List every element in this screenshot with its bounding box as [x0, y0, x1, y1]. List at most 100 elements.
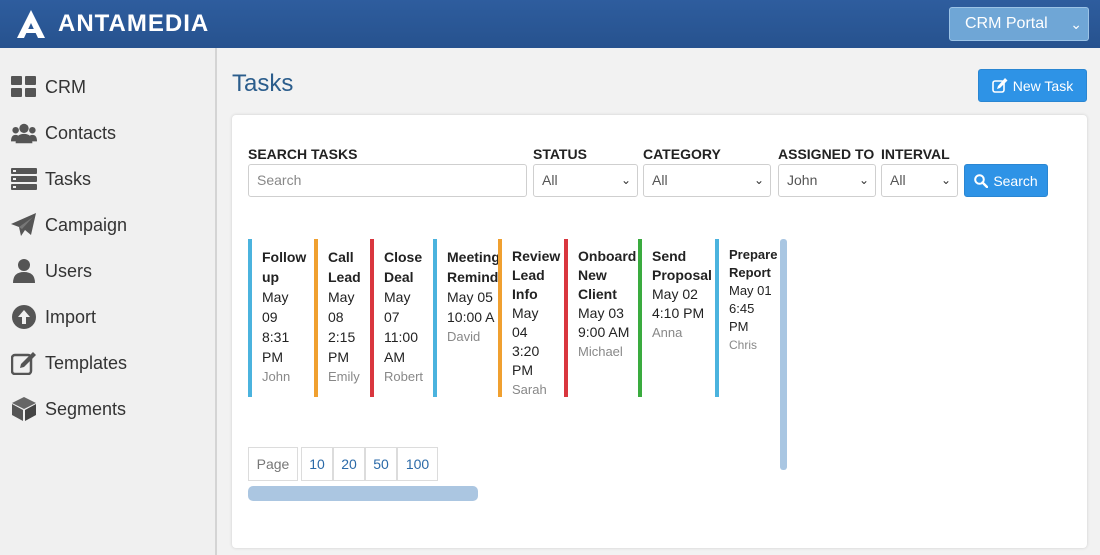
- status-label: STATUS: [533, 146, 587, 162]
- page-size-100[interactable]: 100: [397, 447, 438, 481]
- sidebar-item-label: Contacts: [45, 122, 117, 143]
- task-date-line: 8:31: [262, 329, 290, 345]
- task-title-line: Review: [512, 248, 561, 264]
- sidebar-item-templates[interactable]: Templates: [0, 340, 215, 386]
- new-task-button[interactable]: New Task: [978, 69, 1087, 102]
- task-title: Prepare Report: [729, 246, 778, 282]
- interval-select[interactable]: All ⌄: [881, 164, 958, 197]
- task-date-line: 08: [328, 309, 344, 325]
- task-assignee: David: [447, 329, 481, 344]
- task-title-line: Prepare: [729, 247, 778, 262]
- sidebar-item-users[interactable]: Users: [0, 248, 215, 294]
- task-date-line: 10:00 A: [447, 309, 495, 325]
- category-value: All: [652, 172, 668, 188]
- chevron-down-icon: ⌄: [753, 173, 764, 187]
- task-date-line: May 03: [578, 305, 624, 321]
- sidebar-item-campaign[interactable]: Campaign: [0, 202, 215, 248]
- task-title-line: Client: [578, 286, 617, 302]
- task-date-line: May: [328, 289, 355, 305]
- assigned-to-label: ASSIGNED TO: [778, 146, 875, 162]
- task-date-line: May 02: [652, 286, 698, 302]
- page-size-50[interactable]: 50: [365, 447, 397, 481]
- sidebar-item-label: Import: [45, 306, 97, 327]
- task-title-line: Call: [328, 249, 354, 265]
- new-task-label: New Task: [1012, 77, 1074, 94]
- task-card[interactable]: Onboard New Client May 03 9:00 AM Michael: [564, 239, 638, 397]
- task-card[interactable]: Send Proposal May 02 4:10 PM Anna: [638, 239, 715, 397]
- sidebar-item-label: Templates: [45, 352, 128, 373]
- logo[interactable]: ANTAMEDIA: [16, 9, 209, 39]
- sidebar-item-contacts[interactable]: Contacts: [0, 110, 215, 156]
- task-title-line: Info: [512, 286, 538, 302]
- task-date-line: 11:00: [384, 329, 418, 345]
- task-date-line: PM: [729, 319, 749, 334]
- sidebar-item-segments[interactable]: Segments: [0, 386, 215, 432]
- task-date-line: PM: [328, 349, 349, 365]
- task-title: Onboard New Client: [578, 247, 638, 304]
- import-icon: [11, 304, 37, 330]
- horizontal-scrollbar[interactable]: [248, 486, 478, 501]
- assigned-to-value: John: [787, 172, 818, 188]
- task-title: Meeting Remind: [447, 247, 498, 287]
- task-card[interactable]: Review Lead Info May 04 3:20 PM Sarah: [498, 239, 564, 397]
- task-date-line: 3:20: [512, 343, 540, 359]
- category-label: CATEGORY: [643, 146, 721, 162]
- tasks-icon: [11, 166, 37, 192]
- task-date-line: May 05: [447, 289, 493, 305]
- search-input[interactable]: Search: [248, 164, 527, 197]
- page-size-20[interactable]: 20: [333, 447, 365, 481]
- sidebar-item-crm[interactable]: CRM: [0, 64, 215, 110]
- task-date-line: AM: [384, 349, 405, 365]
- task-assignee: Michael: [578, 344, 623, 359]
- chevron-down-icon: ⌄: [1070, 16, 1082, 32]
- task-assignee: Emily: [328, 369, 360, 384]
- task-due-date: May 02 4:10 PM: [652, 285, 715, 323]
- chevron-down-icon: ⌄: [940, 173, 951, 187]
- task-card[interactable]: Meeting Remind May 05 10:00 A David: [433, 239, 498, 397]
- assigned-to-select[interactable]: John ⌄: [778, 164, 876, 197]
- task-title: Follow up: [262, 247, 314, 287]
- task-due-date: May 01 6:45 PM: [729, 282, 778, 336]
- task-title-line: New: [578, 267, 607, 283]
- task-due-date: May 09 8:31 PM: [262, 287, 314, 367]
- task-title-line: Close: [384, 249, 423, 265]
- task-title-line: Lead: [512, 267, 545, 283]
- task-assignee: John: [262, 369, 291, 384]
- task-assignee: Anna: [652, 325, 683, 340]
- page-title: Tasks: [232, 70, 294, 97]
- portal-select[interactable]: CRM Portal ⌄: [949, 7, 1089, 41]
- task-title-line: Lead: [328, 269, 361, 285]
- search-placeholder: Search: [257, 172, 302, 188]
- edit-icon: [11, 350, 37, 376]
- task-date-line: PM: [512, 362, 533, 378]
- task-assignee: Chris: [729, 338, 758, 352]
- task-date-line: May: [512, 305, 539, 321]
- chevron-down-icon: ⌄: [858, 173, 869, 187]
- sidebar-item-tasks[interactable]: Tasks: [0, 156, 215, 202]
- task-title-line: up: [262, 269, 280, 285]
- task-card[interactable]: Follow up May 09 8:31 PM John: [248, 239, 314, 397]
- vertical-scrollbar[interactable]: [780, 239, 787, 470]
- task-title-line: Meeting: [447, 249, 498, 265]
- task-date-line: 4:10 PM: [652, 305, 705, 321]
- sidebar-item-import[interactable]: Import: [0, 294, 215, 340]
- sidebar-item-label: CRM: [45, 76, 86, 97]
- task-card[interactable]: Prepare Report May 01 6:45 PM Chris: [715, 239, 778, 397]
- edit-icon: [991, 78, 1008, 93]
- task-due-date: May 08 2:15 PM: [328, 287, 370, 367]
- sidebar-item-label: Campaign: [45, 214, 128, 235]
- task-due-date: May 04 3:20 PM: [512, 304, 564, 380]
- task-card[interactable]: Call Lead May 08 2:15 PM Emily: [314, 239, 370, 397]
- search-button-label: Search: [993, 172, 1038, 189]
- search-button[interactable]: Search: [964, 164, 1048, 197]
- task-date-line: May 01: [729, 283, 772, 298]
- task-title-line: Follow: [262, 249, 307, 265]
- page-size-10[interactable]: 10: [301, 447, 333, 481]
- task-due-date: May 07 11:00 AM: [384, 287, 433, 367]
- status-select[interactable]: All ⌄: [533, 164, 638, 197]
- task-card[interactable]: Close Deal May 07 11:00 AM Robert: [370, 239, 433, 397]
- task-title: Call Lead: [328, 247, 370, 287]
- category-select[interactable]: All ⌄: [643, 164, 771, 197]
- status-value: All: [542, 172, 558, 188]
- sidebar-item-label: Segments: [45, 398, 127, 419]
